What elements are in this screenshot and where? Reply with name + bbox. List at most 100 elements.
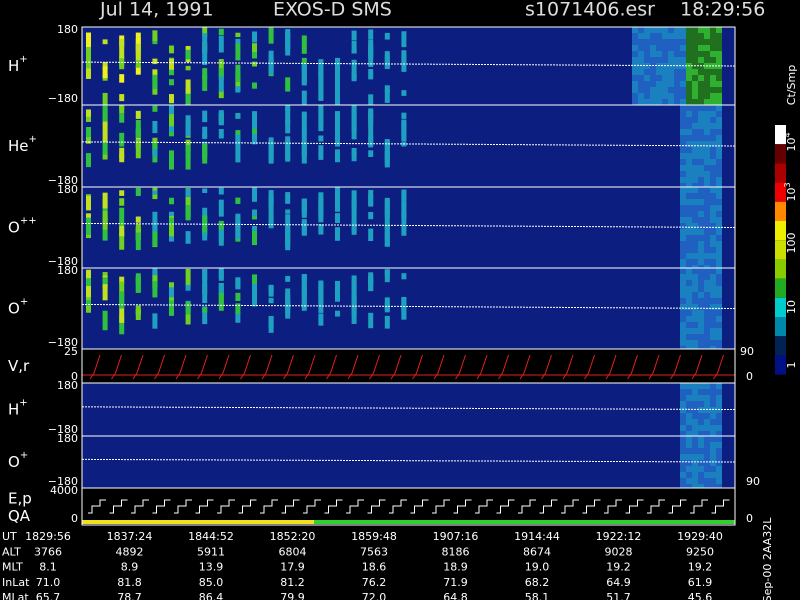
spectrum-cell xyxy=(704,286,710,292)
spectrum-cell xyxy=(710,484,716,490)
spectrum-cell xyxy=(692,395,698,401)
spectrum-cell xyxy=(662,57,668,63)
table-cell: 17.9 xyxy=(280,561,305,574)
spectrum-cell xyxy=(680,259,686,265)
velocity-trace xyxy=(283,354,294,380)
spectrum-cell xyxy=(169,289,174,298)
spectrum-cell xyxy=(704,448,710,454)
spectrum-cell xyxy=(169,197,174,205)
spectrum-cell xyxy=(698,217,704,223)
spectrum-cell xyxy=(698,199,704,205)
spectrum-cell xyxy=(698,147,704,153)
spectrum-cell xyxy=(680,286,686,292)
spectrum-cell xyxy=(638,69,644,75)
spectrum-cell xyxy=(235,303,241,314)
spectrum-cell xyxy=(152,30,158,41)
spectrum-cell xyxy=(638,45,644,51)
spectrum-cell xyxy=(710,334,716,340)
spectrum-cell xyxy=(692,45,698,51)
spectrum-cell xyxy=(650,75,656,81)
spectrum-cell xyxy=(716,436,722,442)
spectrum-cell xyxy=(169,282,174,295)
spectrum-cell xyxy=(185,153,191,170)
spectrum-cell xyxy=(662,45,668,51)
spectrum-cell xyxy=(335,62,340,74)
panel-label: O+ xyxy=(8,297,28,318)
spectrum-cell xyxy=(710,105,716,111)
spectrum-cell xyxy=(218,187,224,195)
spectrum-cell xyxy=(680,310,686,316)
spectrum-cell xyxy=(716,328,722,334)
spectrum-cell xyxy=(202,269,208,289)
velocity-trace xyxy=(89,354,101,380)
spectrum-cell xyxy=(235,277,241,284)
spectrum-cell xyxy=(686,51,692,57)
spectrum-cell xyxy=(698,235,704,241)
spectrum-cell xyxy=(698,466,704,472)
spectrum-cell xyxy=(235,86,241,93)
spectrum-cell xyxy=(686,268,692,274)
table-cell: 18.9 xyxy=(443,561,468,574)
spectrum-cell xyxy=(680,159,686,165)
tick-label: 4000 xyxy=(50,484,78,497)
spectrum-cell xyxy=(335,72,340,84)
panel-label: E,p xyxy=(8,489,32,507)
spectrum-cell xyxy=(686,310,692,316)
spectrum-cell xyxy=(680,328,686,334)
table-cell: 1929:40 xyxy=(677,530,723,543)
spectrum-cell xyxy=(252,226,257,246)
spectrum-cell xyxy=(710,454,716,460)
spectrum-cell xyxy=(680,334,686,340)
spectrum-cell xyxy=(716,460,722,466)
spectrum-cell xyxy=(218,59,224,77)
spectrum-cell xyxy=(86,32,91,51)
spectrum-cell xyxy=(335,187,340,195)
spectrum-cell xyxy=(368,284,374,292)
spectrum-cell xyxy=(692,389,698,395)
spectrum-cell xyxy=(235,38,241,44)
spectrum-cell xyxy=(710,442,716,448)
velocity-trace xyxy=(154,354,165,380)
spectrum-cell xyxy=(698,431,704,437)
spectrum-cell xyxy=(692,69,698,75)
spectrum-cell xyxy=(710,419,716,425)
tick-label: 90 xyxy=(740,345,754,358)
spectrum-cell xyxy=(335,130,340,147)
table-cell: 18.6 xyxy=(362,561,387,574)
spectrum-cell xyxy=(674,99,680,105)
spectrum-cell xyxy=(692,472,698,478)
spectrum-cell xyxy=(704,425,710,431)
spectrum-cell xyxy=(710,159,716,165)
spectrum-cell xyxy=(235,32,241,38)
table-cell: 64.8 xyxy=(443,591,468,600)
spectrum-cell xyxy=(692,241,698,247)
tick-label: −180 xyxy=(48,92,78,105)
spectrum-cell xyxy=(704,205,710,211)
spectrum-cell xyxy=(704,395,710,401)
spectrum-cell xyxy=(710,280,716,286)
spectrum-cell xyxy=(710,69,716,75)
spectrum-cell xyxy=(704,69,710,75)
spectrum-cell xyxy=(692,425,698,431)
spectrum-cell xyxy=(656,57,662,63)
velocity-trace xyxy=(111,354,122,380)
spectrum-cell xyxy=(102,229,108,241)
spectrum-cell xyxy=(692,217,698,223)
spectrum-cell xyxy=(716,217,722,223)
spectrum-cell xyxy=(698,187,704,193)
trace xyxy=(81,458,736,463)
spectrum-cell xyxy=(680,478,686,484)
spectrum-cell xyxy=(169,282,174,288)
spectrum-cell xyxy=(692,99,698,105)
spectrum-cell xyxy=(102,210,108,231)
spectrum-cell xyxy=(716,235,722,241)
spectrum-cell xyxy=(716,87,722,93)
spectrum-cell xyxy=(698,141,704,147)
spectrum-cell xyxy=(692,310,698,316)
spectrum-cell xyxy=(716,193,722,199)
spectrum-cell xyxy=(710,75,716,81)
spectrum-cell xyxy=(169,217,174,225)
spectrum-cell xyxy=(152,268,158,282)
spectrum-cell xyxy=(686,425,692,431)
